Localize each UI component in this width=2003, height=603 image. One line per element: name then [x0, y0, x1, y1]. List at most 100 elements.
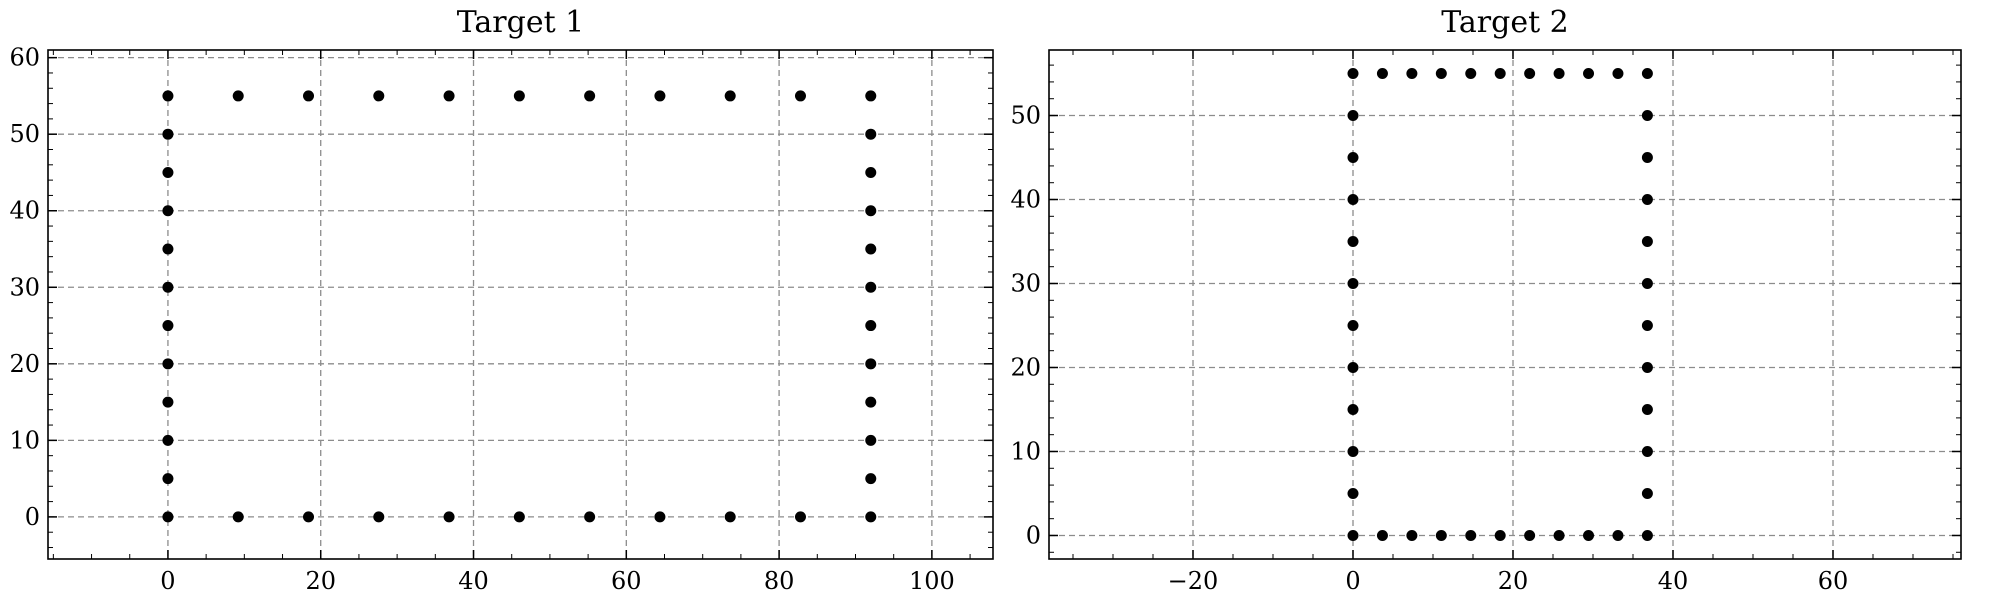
data-point: [1347, 361, 1359, 373]
data-point: [865, 281, 877, 293]
data-point: [232, 90, 244, 102]
y-tick-label: 50: [1010, 102, 1041, 130]
chart-title: Target 2: [1441, 5, 1569, 40]
data-point: [162, 281, 174, 293]
y-tick-label: 20: [1010, 353, 1041, 381]
data-point: [1494, 68, 1506, 80]
data-point: [865, 473, 877, 485]
data-point: [1465, 68, 1477, 80]
y-tick-label: 40: [9, 197, 40, 225]
data-point: [1435, 529, 1447, 541]
data-point: [162, 128, 174, 140]
data-point: [1347, 445, 1359, 457]
data-point: [162, 434, 174, 446]
data-point: [373, 511, 385, 523]
data-point: [1376, 529, 1388, 541]
data-point: [865, 243, 877, 255]
x-tick-label: 20: [1498, 567, 1529, 595]
data-point: [1583, 68, 1595, 80]
x-tick-label: 0: [1345, 567, 1360, 595]
x-tick-label: 20: [305, 567, 336, 595]
chart-title: Target 1: [457, 5, 585, 40]
data-point: [1641, 403, 1653, 415]
data-point: [1524, 529, 1536, 541]
x-tick-label: 100: [909, 567, 955, 595]
data-point: [794, 511, 806, 523]
data-point: [1406, 529, 1418, 541]
panel-target-1: 0 20 40 60 80 100 0 10 20 30 40 50 60 Target 1: [9, 5, 994, 595]
data-point: [1347, 319, 1359, 331]
data-point: [162, 205, 174, 217]
data-point: [1612, 529, 1624, 541]
data-point: [443, 90, 455, 102]
data-point: [1641, 194, 1653, 206]
y-tick-label: 0: [1026, 521, 1041, 549]
data-point: [1494, 529, 1506, 541]
data-point: [1583, 529, 1595, 541]
data-point: [162, 396, 174, 408]
y-tick-label: 60: [9, 44, 40, 72]
data-point: [865, 511, 877, 523]
data-point: [724, 511, 736, 523]
y-tick-label: 10: [9, 426, 40, 454]
data-point: [1347, 236, 1359, 248]
data-point: [865, 434, 877, 446]
data-point: [865, 128, 877, 140]
x-tick-label: 40: [1658, 567, 1689, 595]
y-tick-label: 10: [1010, 437, 1041, 465]
data-point: [162, 320, 174, 332]
y-tick-label: 0: [25, 503, 40, 531]
data-point: [654, 511, 666, 523]
data-point: [1347, 110, 1359, 122]
x-tick-label: −20: [1168, 567, 1219, 595]
data-point: [513, 90, 525, 102]
data-point: [162, 243, 174, 255]
data-point: [232, 511, 244, 523]
data-point: [1612, 68, 1624, 80]
data-point: [373, 90, 385, 102]
data-point: [1347, 194, 1359, 206]
plot-frame: [47, 49, 994, 560]
data-point: [865, 166, 877, 178]
data-point: [162, 511, 174, 523]
data-point: [1641, 319, 1653, 331]
data-point: [303, 511, 315, 523]
data-point: [865, 396, 877, 408]
plot-frame: [1048, 49, 1962, 560]
data-point: [303, 90, 315, 102]
data-point: [584, 511, 596, 523]
data-point: [865, 205, 877, 217]
data-point: [1553, 529, 1565, 541]
data-point: [162, 473, 174, 485]
data-point: [1641, 361, 1653, 373]
data-point: [162, 166, 174, 178]
y-tick-label: 50: [9, 120, 40, 148]
data-point: [162, 90, 174, 102]
data-point: [513, 511, 525, 523]
data-point: [1641, 445, 1653, 457]
data-point: [443, 511, 455, 523]
data-point: [654, 90, 666, 102]
data-point: [1641, 152, 1653, 164]
y-tick-label: 40: [1010, 186, 1041, 214]
data-point: [1641, 68, 1653, 80]
data-point: [1553, 68, 1565, 80]
x-tick-label: 60: [611, 567, 642, 595]
data-point: [1406, 68, 1418, 80]
x-tick-label: 60: [1818, 567, 1849, 595]
x-tick-label: 40: [458, 567, 489, 595]
data-point: [1524, 68, 1536, 80]
data-point: [1347, 403, 1359, 415]
data-point: [1347, 487, 1359, 499]
data-point: [794, 90, 806, 102]
panel-target-2: −20 0 20 40 60 0 10 20 30 40 50 Target 2: [1010, 5, 1962, 595]
y-tick-label: 20: [9, 350, 40, 378]
x-tick-label: 0: [160, 567, 175, 595]
data-point: [1641, 529, 1653, 541]
data-point: [1641, 278, 1653, 290]
data-point: [865, 90, 877, 102]
data-point: [865, 320, 877, 332]
data-point: [1347, 278, 1359, 290]
data-point: [1641, 110, 1653, 122]
